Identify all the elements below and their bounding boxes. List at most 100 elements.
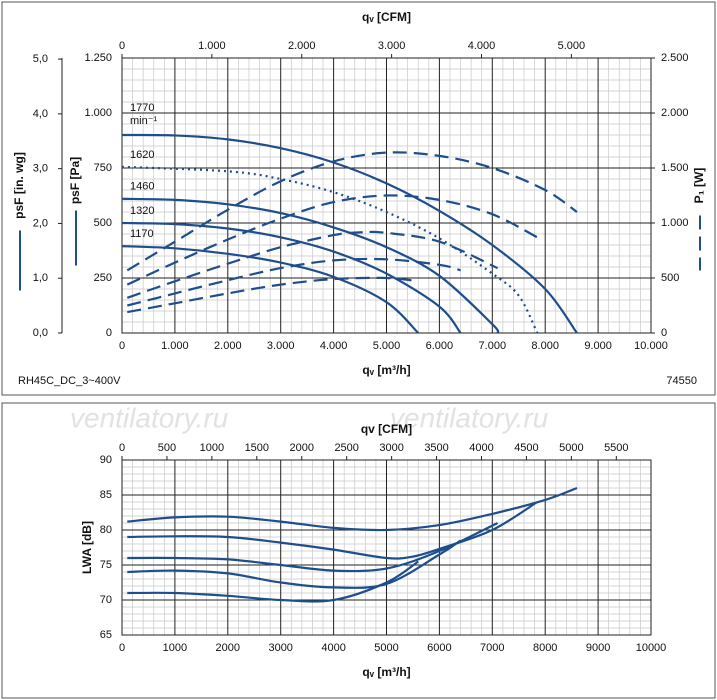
x-tick-label: 8.000 <box>531 340 559 352</box>
speed-label: 1620 <box>130 149 154 161</box>
curve <box>121 221 462 334</box>
y3-axis-title: psF [in. wg] <box>12 152 26 219</box>
x-tick-label: 9000 <box>586 642 610 654</box>
y2-tick-label: 2.500 <box>661 52 689 64</box>
model-label: RH45C_DC_3~400V <box>18 375 121 387</box>
speed-label: 1770 <box>130 102 154 114</box>
y3-tick-label: 5,0 <box>33 53 48 65</box>
x-tick-label: 5.000 <box>373 340 401 352</box>
y-tick-label: 0 <box>106 327 112 339</box>
x2-axis-title: qᵥ [CFM] <box>362 10 411 24</box>
x2-tick-label: 5.000 <box>558 40 586 52</box>
y-tick-label: 80 <box>100 524 112 536</box>
x2-axis-title: qv [CFM] <box>361 422 412 436</box>
x-axis-title: qᵥ [m³/h] <box>362 665 410 679</box>
y-tick-label: 750 <box>94 162 112 174</box>
x2-tick-label: 1000 <box>200 442 224 454</box>
y2-tick-label: 0 <box>661 327 667 339</box>
speed-label: 1460 <box>130 181 154 193</box>
curve <box>127 539 462 589</box>
x2-tick-label: 5500 <box>604 442 628 454</box>
code-label: 74550 <box>666 375 697 387</box>
x2-tick-label: 3.000 <box>378 40 406 52</box>
y3-tick-label: 1,0 <box>33 272 48 284</box>
x-tick-label: 7000 <box>480 642 504 654</box>
speed-unit: min⁻¹ <box>130 115 158 127</box>
curve <box>126 194 538 286</box>
x2-tick-label: 0 <box>119 40 125 52</box>
x-tick-label: 1000 <box>163 642 187 654</box>
y2-axis-title: P₁ [W] <box>692 168 706 204</box>
curve <box>127 560 419 603</box>
curve <box>127 522 499 573</box>
x-tick-label: 5000 <box>374 642 398 654</box>
y-tick-label: 90 <box>100 454 112 466</box>
x-axis-title: qᵥ [m³/h] <box>362 363 410 377</box>
x-tick-label: 3000 <box>268 642 292 654</box>
x-tick-label: 7.000 <box>479 340 507 352</box>
curve <box>126 151 578 272</box>
x-tick-label: 0 <box>119 340 125 352</box>
x2-tick-label: 4000 <box>469 442 493 454</box>
x-tick-label: 2000 <box>216 642 240 654</box>
x2-tick-label: 0 <box>119 442 125 454</box>
y-tick-label: 85 <box>100 489 112 501</box>
x-tick-label: 6.000 <box>426 340 454 352</box>
watermark: ventilatory.ru <box>70 402 229 433</box>
y-axis-title: LWA [dB] <box>80 521 94 574</box>
x2-tick-label: 2000 <box>290 442 314 454</box>
panel <box>1 402 716 699</box>
x-tick-label: 2.000 <box>214 340 242 352</box>
curve <box>126 230 499 299</box>
x2-tick-label: 4.000 <box>468 40 496 52</box>
y-tick-label: 75 <box>100 559 112 571</box>
x-tick-label: 10.000 <box>634 340 668 352</box>
x-tick-label: 4000 <box>321 642 345 654</box>
y-axis-title: psF [Pa] <box>68 157 82 204</box>
y2-tick-label: 1.000 <box>661 217 689 229</box>
y-tick-label: 65 <box>100 629 112 641</box>
panel <box>1 1 716 396</box>
curve <box>127 501 538 560</box>
y-tick-label: 500 <box>94 217 112 229</box>
y2-tick-label: 500 <box>661 272 679 284</box>
watermark: ventilatory.ru <box>390 402 549 433</box>
x-tick-label: 4.000 <box>320 340 348 352</box>
x2-tick-label: 4500 <box>514 442 538 454</box>
x-tick-label: 8000 <box>533 642 557 654</box>
x2-tick-label: 3000 <box>379 442 403 454</box>
curve <box>127 276 419 314</box>
x2-tick-label: 1500 <box>245 442 269 454</box>
y-tick-label: 1.000 <box>84 107 112 119</box>
x-tick-label: 3.000 <box>267 340 295 352</box>
x2-tick-label: 3500 <box>424 442 448 454</box>
y2-tick-label: 1.500 <box>661 162 689 174</box>
y3-tick-label: 4,0 <box>33 108 48 120</box>
x2-tick-label: 1.000 <box>198 40 226 52</box>
x2-tick-label: 500 <box>158 442 176 454</box>
plot-frame <box>121 57 652 334</box>
y-tick-label: 70 <box>100 594 112 606</box>
y2-tick-label: 2.000 <box>661 107 689 119</box>
y3-tick-label: 0,0 <box>33 327 48 339</box>
x-tick-label: 9.000 <box>584 340 612 352</box>
y-tick-label: 1.250 <box>84 52 112 64</box>
speed-label: 1320 <box>130 205 154 217</box>
x2-tick-label: 2.000 <box>288 40 316 52</box>
plot-frame <box>121 459 652 636</box>
curve <box>127 486 578 532</box>
x-tick-label: 1.000 <box>161 340 189 352</box>
curve <box>121 133 578 334</box>
curve <box>127 257 461 307</box>
y3-tick-label: 3,0 <box>33 163 48 175</box>
y-tick-label: 250 <box>94 272 112 284</box>
x-tick-label: 6000 <box>427 642 451 654</box>
x-tick-label: 0 <box>119 642 125 654</box>
curve <box>121 245 420 334</box>
curve <box>121 197 500 334</box>
speed-label: 1170 <box>130 228 154 240</box>
x-tick-label: 10000 <box>636 642 667 654</box>
x2-tick-label: 5000 <box>559 442 583 454</box>
x2-tick-label: 2500 <box>334 442 358 454</box>
